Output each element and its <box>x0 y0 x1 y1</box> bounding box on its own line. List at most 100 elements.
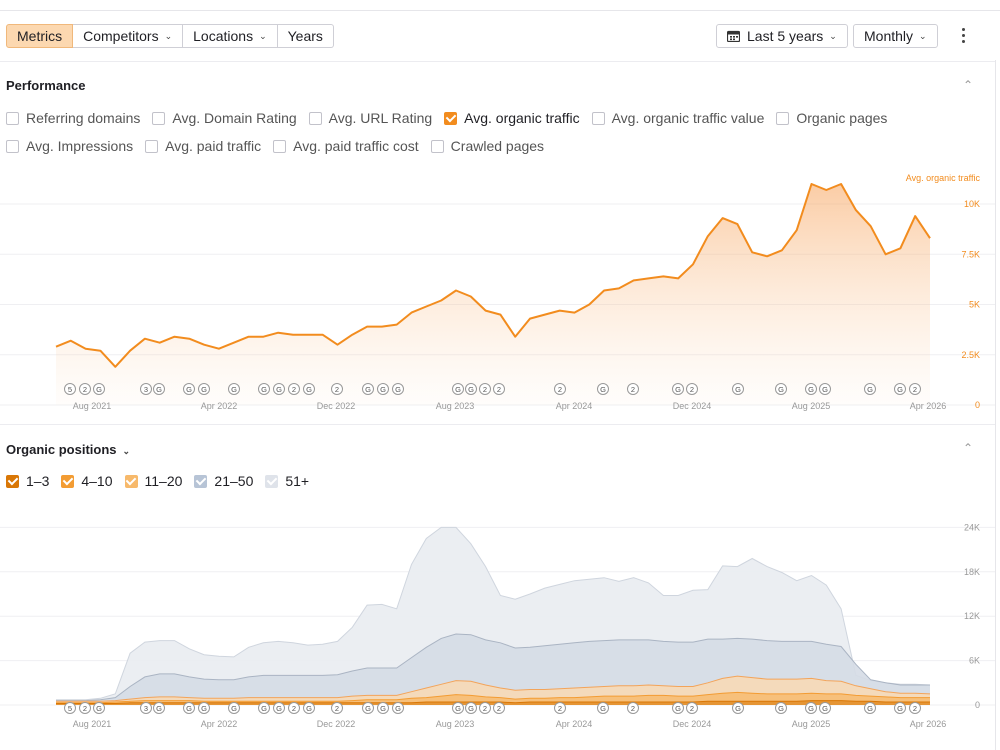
checkbox-box-checked <box>61 474 75 488</box>
checkbox-avg-domain-rating[interactable]: Avg. Domain Rating <box>152 110 297 126</box>
event-marker: 2 <box>909 702 921 714</box>
checkbox-avg-paid-traffic-cost[interactable]: Avg. paid traffic cost <box>273 138 419 154</box>
event-marker: G <box>452 702 464 714</box>
x-tick-label: Apr 2022 <box>201 401 238 411</box>
svg-text:G: G <box>156 385 162 394</box>
event-marker: G <box>672 383 684 395</box>
checkbox-box <box>152 111 166 125</box>
checkbox-box <box>273 139 287 153</box>
checkbox-avg-impressions[interactable]: Avg. Impressions <box>6 138 133 154</box>
event-marker: G <box>732 702 744 714</box>
svg-text:G: G <box>96 704 102 713</box>
event-marker: G <box>894 383 906 395</box>
svg-text:G: G <box>261 704 267 713</box>
more-options-icon[interactable] <box>956 28 970 46</box>
event-marker: G <box>732 383 744 395</box>
y-tick-label: 0 <box>975 400 980 410</box>
svg-text:G: G <box>778 704 784 713</box>
checkbox-pos-1-3[interactable]: 1–3 <box>6 473 49 489</box>
svg-text:G: G <box>675 704 681 713</box>
y-tick-label: 18K <box>964 567 980 577</box>
svg-text:2: 2 <box>690 385 694 394</box>
svg-text:3: 3 <box>144 704 148 713</box>
locations-dropdown[interactable]: Locations ⌄ <box>183 24 278 48</box>
event-marker: G <box>362 383 374 395</box>
checkbox-box <box>6 111 19 125</box>
checkbox-box <box>6 139 19 153</box>
checkbox-pos-51-plus[interactable]: 51+ <box>265 473 309 489</box>
chevron-down-icon: ⌄ <box>122 446 131 456</box>
y-tick-label: 6K <box>969 656 980 666</box>
y-tick-label: 5K <box>969 300 980 310</box>
collapse-performance-icon[interactable]: ⌃ <box>963 78 974 92</box>
performance-metrics-row2: Avg. Impressions Avg. paid traffic Avg. … <box>6 138 556 154</box>
svg-text:2: 2 <box>497 385 501 394</box>
x-tick-label: Apr 2024 <box>556 401 593 411</box>
y-tick-label: 24K <box>964 522 980 532</box>
series-21-50-line <box>56 633 930 702</box>
series-11-20-line <box>56 675 931 702</box>
svg-text:2: 2 <box>83 704 87 713</box>
checkbox-avg-organic-traffic[interactable]: Avg. organic traffic <box>444 110 580 126</box>
event-marker: 2 <box>479 702 491 714</box>
checkbox-pos-11-20[interactable]: 11–20 <box>124 473 182 489</box>
divider <box>0 424 995 425</box>
checkbox-box <box>308 111 322 125</box>
event-marker: 2 <box>288 702 300 714</box>
svg-text:G: G <box>231 385 237 394</box>
checkbox-pos-21-50[interactable]: 21–50 <box>194 473 253 489</box>
checkbox-avg-url-rating[interactable]: Avg. URL Rating <box>308 110 432 126</box>
svg-text:G: G <box>156 704 162 713</box>
x-tick-label: Aug 2021 <box>73 401 112 411</box>
checkbox-pos-4-10[interactable]: 4–10 <box>61 473 113 489</box>
svg-text:G: G <box>600 385 606 394</box>
performance-title: Performance <box>6 78 86 93</box>
svg-text:G: G <box>808 704 814 713</box>
tab-years[interactable]: Years <box>277 24 334 48</box>
event-marker: 2 <box>79 383 91 395</box>
svg-text:2: 2 <box>292 704 296 713</box>
y-tick-label: 12K <box>964 611 980 621</box>
date-range-dropdown[interactable]: Last 5 years ⌄ <box>716 24 848 48</box>
collapse-positions-icon[interactable]: ⌃ <box>963 441 974 455</box>
svg-text:G: G <box>600 704 606 713</box>
svg-text:G: G <box>455 385 461 394</box>
event-marker: G <box>198 702 210 714</box>
chevron-down-icon: ⌄ <box>829 30 837 41</box>
x-tick-label: Apr 2022 <box>201 719 238 729</box>
svg-text:G: G <box>455 704 461 713</box>
checkbox-box-checked <box>124 474 138 488</box>
panel-border <box>995 60 996 750</box>
checkbox-avg-organic-traffic-value[interactable]: Avg. organic traffic value <box>591 110 764 126</box>
event-marker: G <box>465 383 477 395</box>
competitors-dropdown[interactable]: Competitors ⌄ <box>73 24 184 48</box>
series-4-10-line <box>56 691 930 704</box>
interval-dropdown[interactable]: Monthly ⌄ <box>853 24 938 48</box>
event-marker: 2 <box>627 383 639 395</box>
organic-positions-title[interactable]: Organic positions ⌄ <box>6 442 131 457</box>
x-tick-label: Dec 2022 <box>317 401 356 411</box>
event-marker: G <box>597 702 609 714</box>
x-tick-label: Aug 2023 <box>436 401 475 411</box>
svg-text:G: G <box>276 385 282 394</box>
event-marker: 2 <box>331 702 343 714</box>
event-marker: G <box>303 383 315 395</box>
svg-text:G: G <box>395 385 401 394</box>
svg-text:G: G <box>735 704 741 713</box>
x-tick-label: Apr 2024 <box>556 719 593 729</box>
checkbox-crawled-pages[interactable]: Crawled pages <box>430 138 544 154</box>
event-marker: G <box>805 383 817 395</box>
event-marker: G <box>377 383 389 395</box>
event-marker: G <box>303 702 315 714</box>
event-marker: G <box>672 702 684 714</box>
checkbox-avg-paid-traffic[interactable]: Avg. paid traffic <box>145 138 261 154</box>
svg-text:G: G <box>778 385 784 394</box>
svg-text:2: 2 <box>690 704 694 713</box>
checkbox-organic-pages[interactable]: Organic pages <box>776 110 887 126</box>
tab-metrics[interactable]: Metrics <box>6 24 74 48</box>
svg-text:G: G <box>261 385 267 394</box>
checkbox-referring-domains[interactable]: Referring domains <box>6 110 140 126</box>
checkbox-box-checked <box>444 111 458 125</box>
chevron-down-icon: ⌄ <box>259 30 267 41</box>
svg-text:G: G <box>468 385 474 394</box>
